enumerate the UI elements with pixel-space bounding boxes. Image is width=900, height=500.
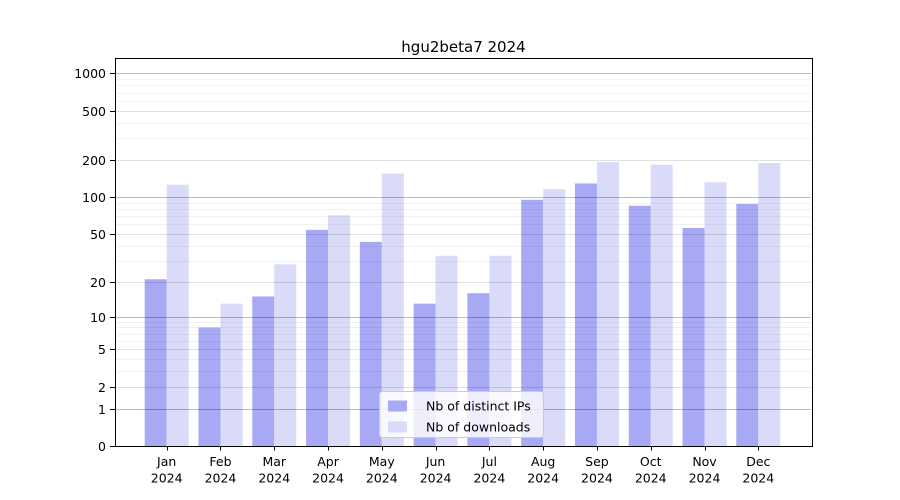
- x-axis-label-year-jun: 2024: [420, 471, 452, 486]
- bar-may-nb-of-downloads: [381, 173, 404, 447]
- y-axis-tick-label: 1: [98, 402, 106, 417]
- legend-label-nb-of-distinct-ips: Nb of distinct IPs: [426, 399, 531, 414]
- x-axis-label-month-mar: Mar: [262, 454, 286, 469]
- bar-may-nb-of-distinct-ips: [359, 241, 382, 446]
- x-axis-label-month-jul: Jul: [481, 454, 497, 469]
- x-axis-label-month-nov: Nov: [692, 454, 717, 469]
- bar-feb-nb-of-downloads: [220, 303, 243, 446]
- y-axis-tick-label: 1000: [74, 66, 106, 81]
- bar-sep-nb-of-distinct-ips: [574, 183, 597, 446]
- y-axis-tick-label: 200: [82, 153, 106, 168]
- y-axis-tick-label: 500: [82, 104, 106, 119]
- x-axis-label-month-sep: Sep: [585, 454, 609, 469]
- x-axis-label-year-apr: 2024: [312, 471, 344, 486]
- x-axis-label-year-may: 2024: [366, 471, 398, 486]
- bar-feb-nb-of-distinct-ips: [198, 327, 221, 446]
- plot-border: [115, 58, 813, 447]
- x-axis-label-year-oct: 2024: [635, 471, 667, 486]
- x-axis-label-month-aug: Aug: [531, 454, 555, 469]
- y-axis-tick-label: 50: [90, 227, 106, 242]
- x-axis-label-year-sep: 2024: [581, 471, 613, 486]
- legend-label-nb-of-downloads: Nb of downloads: [426, 420, 530, 435]
- legend: Nb of distinct IPs Nb of downloads: [379, 391, 544, 438]
- x-axis-label-year-mar: 2024: [258, 471, 290, 486]
- x-axis-label-year-feb: 2024: [205, 471, 237, 486]
- legend-swatch-nb-of-distinct-ips: [388, 400, 407, 412]
- x-axis-label-month-feb: Feb: [209, 454, 231, 469]
- chart-title: hgu2beta7 2024: [401, 38, 525, 56]
- legend-box: [379, 391, 544, 438]
- bar-dec-nb-of-downloads: [758, 162, 781, 447]
- bar-oct-nb-of-distinct-ips: [628, 205, 651, 446]
- bar-sep-nb-of-downloads: [596, 162, 619, 446]
- x-axis-label-month-jan: Jan: [156, 454, 176, 469]
- x-axis-label-year-dec: 2024: [742, 471, 774, 486]
- x-axis-label-year-nov: 2024: [689, 471, 721, 486]
- y-axis-tick-label: 5: [98, 342, 106, 357]
- bar-nov-nb-of-distinct-ips: [682, 227, 705, 446]
- bar-jan-nb-of-distinct-ips: [144, 279, 167, 446]
- y-axis-tick-label: 20: [90, 275, 106, 290]
- bar-mar-nb-of-distinct-ips: [252, 296, 275, 446]
- bar-jan-nb-of-downloads: [166, 184, 189, 446]
- x-axis-label-month-dec: Dec: [746, 454, 770, 469]
- x-axis-label-month-may: May: [369, 454, 395, 469]
- x-axis-label-month-jun: Jun: [425, 454, 446, 469]
- x-axis-label-month-oct: Oct: [640, 454, 662, 469]
- y-axis-tick-label: 100: [82, 190, 106, 205]
- y-axis-tick-label: 0: [98, 439, 106, 454]
- bar-apr-nb-of-downloads: [328, 215, 351, 446]
- bar-dec-nb-of-distinct-ips: [736, 203, 759, 446]
- bar-oct-nb-of-downloads: [650, 164, 673, 446]
- y-axis-tick-label: 10: [90, 310, 106, 325]
- bar-aug-nb-of-distinct-ips: [521, 199, 544, 446]
- legend-swatch-nb-of-downloads: [388, 421, 407, 433]
- bar-mar-nb-of-downloads: [274, 264, 297, 446]
- x-axis-label-year-jan: 2024: [151, 471, 183, 486]
- bar-nov-nb-of-downloads: [704, 182, 727, 446]
- plot-area: 0 1 2 5 10 20 50 100 200 500 1000 Jan 2024 Feb 2024 Mar…: [74, 58, 813, 486]
- y-axis-tick-label: 2: [98, 380, 106, 395]
- x-axis-label-year-jul: 2024: [473, 471, 505, 486]
- bar-aug-nb-of-downloads: [543, 189, 566, 446]
- x-axis-label-month-apr: Apr: [317, 454, 339, 469]
- x-axis-label-year-aug: 2024: [527, 471, 559, 486]
- bar-apr-nb-of-distinct-ips: [306, 229, 329, 446]
